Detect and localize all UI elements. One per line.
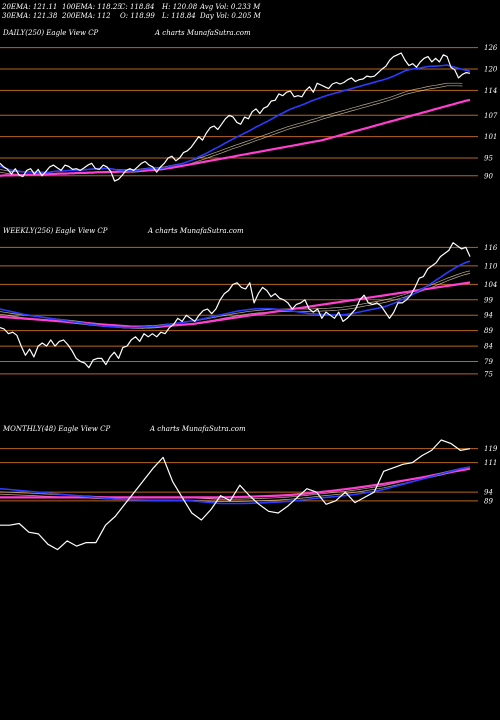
weekly-panel-title: WEEKLY(256) Eagle View CP (3, 227, 108, 235)
monthly-tick-label: 111 (484, 459, 497, 467)
weekly-tick-label: 79 (484, 358, 493, 366)
weekly-tick-label: 89 (484, 327, 493, 335)
monthly-ema-short-line (0, 466, 471, 505)
ema20-label: 20EMA: 121.11 (2, 3, 58, 11)
monthly-ema-long-line (0, 467, 471, 499)
weekly-ema-short-line (0, 260, 471, 329)
daily-tick-label: 107 (484, 112, 498, 120)
monthly-tick-label: 94 (484, 489, 493, 497)
weekly-price-line (0, 242, 471, 369)
daily-tick-label: 120 (484, 66, 498, 74)
ema200-label: 200EMA: 112 (62, 12, 111, 20)
monthly-watermark: A charts MunafaSutra.com (150, 425, 246, 433)
close-label: C: 118.84 (120, 3, 155, 11)
daily-tick-label: 101 (484, 133, 497, 141)
daily-price-line (0, 52, 471, 182)
high-label: H: 120.08 (162, 3, 198, 11)
daily-tick-label: 90 (484, 172, 493, 180)
weekly-panel: 116 110 104 99 94 89 84 79 75 (0, 242, 498, 378)
monthly-panel-title: MONTHLY(48) Eagle View CP (3, 425, 111, 433)
daily-panel-title: DAILY(250) Eagle View CP (3, 29, 99, 37)
avg-vol-label: Avg Vol: 0.233 M (200, 3, 261, 11)
daily-tick-label: 95 (484, 154, 493, 162)
daily-ema-long-line (0, 98, 471, 177)
weekly-tick-label: 75 (484, 370, 493, 378)
weekly-tick-label: 116 (484, 244, 498, 252)
monthly-tick-label: 89 (484, 497, 493, 505)
weekly-mid-ema-line (0, 270, 471, 327)
day-vol-label: Day Vol: 0.205 M (200, 12, 261, 20)
weekly-tick-label: 84 (484, 343, 493, 351)
ema30-label: 30EMA: 121.38 (2, 12, 58, 20)
low-label: L: 118.84 (162, 12, 196, 20)
monthly-price-line (0, 439, 471, 551)
daily-mid-ema-line (0, 82, 463, 173)
daily-tick-label: 114 (484, 87, 497, 95)
open-label: O: 118.99 (120, 12, 155, 20)
weekly-tick-label: 110 (484, 262, 498, 270)
weekly-tick-label: 99 (484, 296, 493, 304)
daily-panel: 126 120 114 107 101 95 90 (0, 44, 498, 182)
weekly-mid-ema-line (0, 273, 471, 329)
ema100-label: 100EMA: 118.25 (62, 3, 122, 11)
weekly-tick-label: 104 (484, 281, 497, 289)
daily-watermark: A charts MunafaSutra.com (155, 29, 251, 37)
monthly-tick-label: 119 (484, 445, 498, 453)
weekly-watermark: A charts MunafaSutra.com (148, 227, 244, 235)
weekly-tick-label: 94 (484, 312, 493, 320)
daily-mid-ema-line (0, 85, 463, 176)
daily-tick-label: 126 (484, 44, 498, 52)
